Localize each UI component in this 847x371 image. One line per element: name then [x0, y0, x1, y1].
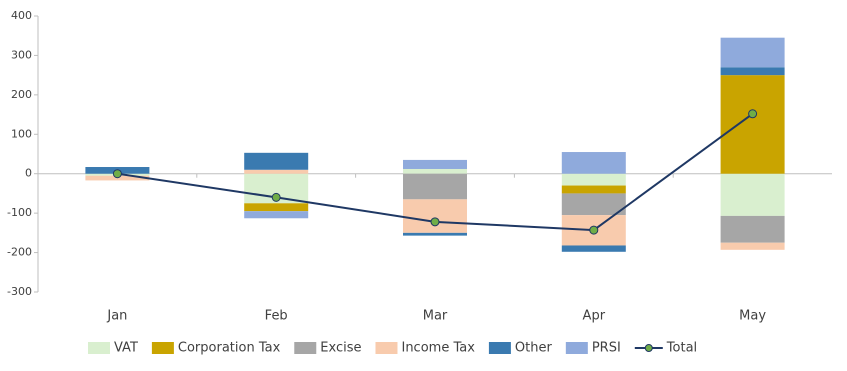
legend-label: Corporation Tax — [178, 341, 281, 356]
bar-segment — [561, 193, 626, 216]
bar-segment — [244, 211, 309, 219]
legend-label: Total — [666, 341, 697, 356]
bar-segment — [403, 232, 467, 236]
x-tick-label: Apr — [583, 309, 606, 324]
bar-segment — [244, 152, 309, 170]
total-marker — [589, 225, 599, 235]
legend-swatch — [488, 342, 511, 354]
bar-segment — [720, 242, 785, 250]
legend-swatch — [565, 342, 588, 354]
legend-label: VAT — [114, 341, 138, 356]
legend-swatch — [88, 342, 110, 354]
bar-segment — [561, 152, 626, 174]
y-tick-label: 0 — [25, 167, 32, 180]
y-tick-label: 200 — [11, 88, 32, 101]
x-tick-label: Mar — [423, 309, 448, 324]
bar-segment — [720, 37, 785, 68]
bar-segment — [244, 169, 309, 174]
bar-segment — [561, 245, 626, 252]
total-marker — [271, 192, 281, 202]
legend-swatch — [151, 342, 174, 354]
legend-label: Income Tax — [401, 341, 475, 356]
legend-swatch — [294, 342, 317, 354]
bar-segment — [403, 159, 467, 169]
bar-segment — [403, 168, 467, 174]
bar-segment — [720, 215, 785, 243]
y-tick-label: -300 — [7, 285, 32, 298]
y-tick-label: 400 — [11, 9, 32, 22]
legend-label: Excise — [320, 341, 361, 356]
bar-segment — [403, 199, 467, 233]
legend-label: PRSI — [592, 341, 621, 356]
y-tick-label: 100 — [11, 127, 32, 140]
bar-segment — [244, 203, 309, 212]
x-tick-label: May — [739, 309, 766, 324]
x-tick-label: Feb — [265, 309, 288, 324]
bar-segment — [561, 185, 626, 194]
total-marker — [430, 217, 440, 227]
legend-swatch — [375, 342, 398, 354]
legend-label: Other — [515, 341, 553, 356]
total-marker — [112, 169, 122, 179]
bar-segment — [403, 173, 467, 200]
bar-segment — [720, 75, 785, 174]
bar-segment — [561, 173, 626, 186]
bar-segment — [720, 173, 785, 216]
total-marker — [748, 109, 758, 119]
bar-segment — [720, 67, 785, 76]
y-tick-label: -100 — [7, 206, 32, 219]
y-tick-label: -200 — [7, 246, 32, 259]
legend-marker — [644, 344, 653, 352]
x-tick-label: Jan — [106, 309, 127, 324]
y-tick-label: 300 — [11, 48, 32, 61]
